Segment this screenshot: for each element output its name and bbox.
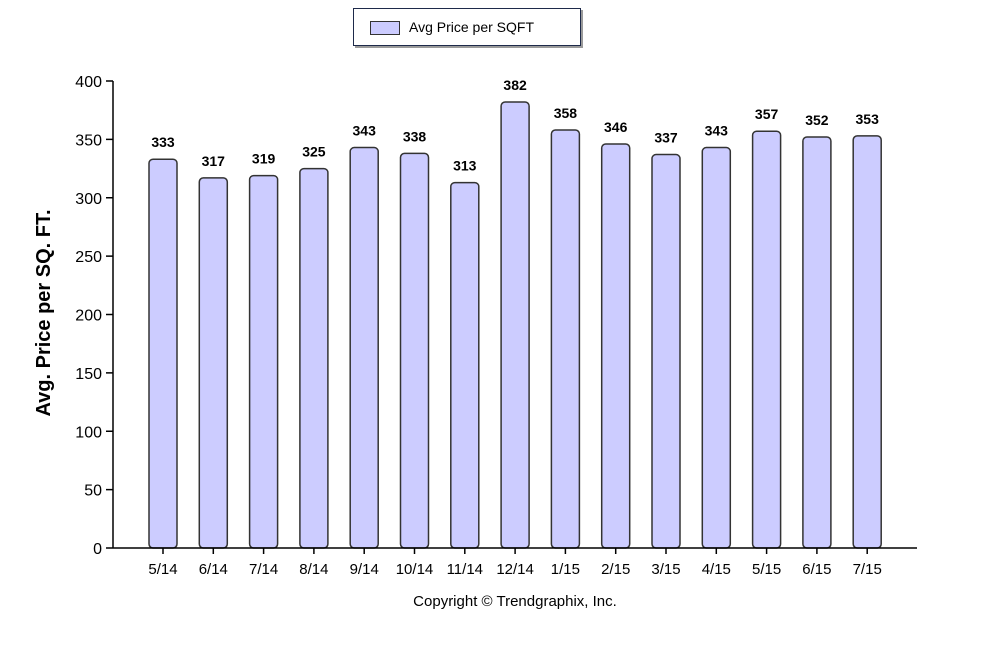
bar-8-14: [299, 167, 329, 549]
data-label: 353: [856, 111, 880, 127]
bar-5-15: [751, 130, 782, 549]
x-tick-label: 10/14: [396, 561, 434, 578]
bar-10-14: [399, 152, 430, 549]
data-label: 317: [202, 153, 226, 169]
legend-swatch: [370, 21, 400, 35]
y-tick-label: 100: [75, 424, 102, 441]
data-label: 325: [302, 144, 326, 160]
x-tick-label: 2/15: [601, 561, 630, 578]
y-tick-label: 150: [75, 366, 102, 383]
bar-12-14: [500, 101, 530, 549]
y-tick-label: 250: [75, 249, 102, 266]
x-tick-label: 9/14: [350, 561, 379, 578]
bar-5-14: [148, 158, 178, 549]
bar-7-15: [852, 135, 882, 549]
x-tick-label: 1/15: [551, 561, 580, 578]
data-label: 382: [503, 77, 527, 93]
bar-9-14: [349, 146, 379, 549]
bar-3-15: [651, 153, 681, 549]
x-tick-label: 5/14: [148, 561, 177, 578]
y-tick-label: 0: [93, 541, 102, 558]
bar-6-15: [802, 136, 832, 549]
data-label: 346: [604, 119, 628, 135]
y-tick-label: 200: [75, 308, 102, 325]
copyright-text: Copyright © Trendgraphix, Inc.: [413, 593, 617, 610]
x-tick-label: 6/14: [199, 561, 228, 578]
y-tick-label: 300: [75, 191, 102, 208]
data-label: 343: [705, 123, 729, 139]
bar-6-14: [198, 177, 229, 549]
data-label: 313: [453, 158, 477, 174]
data-label: 337: [654, 130, 678, 146]
data-label: 352: [805, 112, 829, 128]
x-tick-label: 5/15: [752, 561, 781, 578]
data-label: 358: [554, 105, 578, 121]
data-label: 319: [252, 151, 276, 167]
x-tick-label: 3/15: [651, 561, 680, 578]
x-tick-label: 4/15: [702, 561, 731, 578]
x-tick-label: 11/14: [447, 561, 483, 578]
bar-4-15: [701, 146, 732, 549]
data-label: 338: [403, 128, 427, 144]
legend: Avg Price per SQFT: [353, 8, 581, 46]
x-tick-label: 7/15: [853, 561, 882, 578]
y-tick-label: 400: [75, 74, 102, 91]
x-tick-label: 8/14: [299, 561, 328, 578]
x-tick-label: 12/14: [496, 561, 534, 578]
legend-label: Avg Price per SQFT: [409, 19, 535, 35]
data-label: 333: [151, 134, 175, 150]
x-tick-label: 6/15: [802, 561, 831, 578]
y-tick-label: 50: [84, 483, 102, 500]
bar-1-15: [550, 129, 581, 549]
y-tick-label: 350: [75, 132, 102, 149]
y-axis-title: Avg. Price per SQ. FT.: [33, 209, 55, 416]
x-tick-label: 7/14: [249, 561, 278, 578]
bar-11-14: [450, 181, 480, 549]
bar-2-15: [600, 143, 631, 549]
data-label: 357: [755, 106, 779, 122]
data-label: 343: [353, 123, 377, 139]
bar-7-14: [248, 174, 279, 549]
